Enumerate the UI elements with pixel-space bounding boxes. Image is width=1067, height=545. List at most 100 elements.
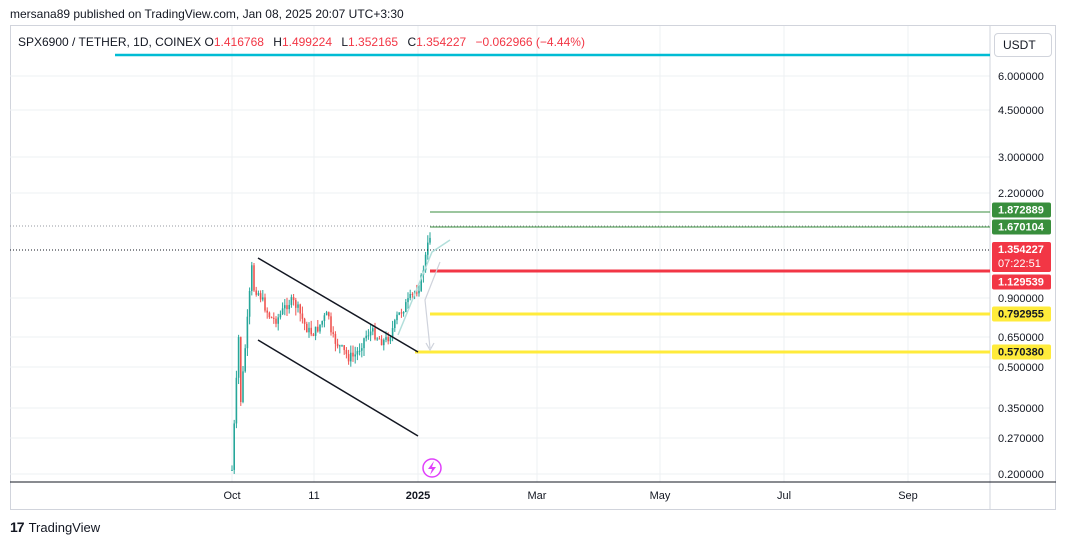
price-tick-label: 0.900000 xyxy=(998,293,1044,305)
price-tick-label: 0.650000 xyxy=(998,332,1044,344)
candle-body xyxy=(246,316,249,349)
low-value: 1.352165 xyxy=(348,35,399,49)
candle-body xyxy=(409,294,411,299)
candle-body xyxy=(242,371,244,402)
candle-body xyxy=(405,302,407,312)
candle-body xyxy=(387,337,389,342)
candle-body xyxy=(268,312,271,318)
candle-body xyxy=(270,317,273,319)
price-label-box xyxy=(992,219,1051,235)
candle-body xyxy=(416,292,418,294)
projection-down-path xyxy=(424,261,441,349)
chart-grid xyxy=(10,26,1056,510)
time-tick-label: Oct xyxy=(223,490,240,502)
price-label-box xyxy=(992,202,1051,218)
symbol-name: SPX6900 / TETHER, 1D, COINEX xyxy=(18,35,202,49)
candle-body xyxy=(325,312,328,316)
candle-body xyxy=(281,308,284,315)
candle-body xyxy=(341,345,343,347)
candle-body xyxy=(255,290,257,295)
price-tick-label: 0.350000 xyxy=(998,403,1044,415)
time-tick-label: 2025 xyxy=(406,490,430,502)
high-label: H xyxy=(273,35,282,49)
candle-body xyxy=(367,335,370,337)
price-label-text: 1.354227 xyxy=(998,244,1044,256)
drawings xyxy=(10,53,990,437)
candle-body xyxy=(394,320,396,329)
candle-body xyxy=(376,338,378,340)
projection-arrowhead xyxy=(425,342,435,352)
candle-body xyxy=(317,326,319,332)
price-label-box xyxy=(992,242,1051,272)
candle-body xyxy=(407,298,409,303)
projection-up-path xyxy=(397,239,451,336)
candle-body xyxy=(345,350,348,355)
candle-body xyxy=(424,254,427,271)
price-label-text: 1.872889 xyxy=(998,205,1044,217)
candle-body xyxy=(233,423,235,470)
candle-body xyxy=(336,343,339,347)
symbol-info-bar: SPX6900 / TETHER, 1D, COINEX O1.416768 H… xyxy=(18,35,585,49)
candle-body xyxy=(295,300,297,308)
price-label-box xyxy=(992,274,1051,290)
candle-body xyxy=(378,338,381,340)
candle-body xyxy=(308,327,310,333)
candle-body xyxy=(257,293,260,295)
open-label: O xyxy=(204,35,214,49)
price-tick-label: 3.000000 xyxy=(998,152,1044,164)
candle-body xyxy=(334,333,337,344)
candle-body xyxy=(365,335,367,339)
candle-body xyxy=(259,293,262,300)
candle-body xyxy=(350,352,352,362)
candle-body xyxy=(321,320,323,325)
candle-body xyxy=(429,237,431,243)
candle-body xyxy=(402,311,405,314)
tradingview-logo-icon: 17 xyxy=(10,519,25,535)
candle-body xyxy=(248,291,251,317)
candle-body xyxy=(266,310,268,313)
candle-body xyxy=(237,337,240,378)
candle-body xyxy=(347,354,350,362)
candle-body xyxy=(389,336,392,342)
candle-body xyxy=(396,314,398,321)
candle-body xyxy=(332,332,334,334)
price-label-text: 1.129539 xyxy=(998,277,1044,289)
candle-body xyxy=(253,265,255,291)
price-label-box xyxy=(992,306,1051,322)
high-value: 1.499224 xyxy=(281,35,333,49)
lightning-icon[interactable] xyxy=(422,458,442,478)
price-axis: 6.000000 4.500000 3.000000 2.200000 0.900000… xyxy=(998,71,1044,481)
price-tick-label: 6.000000 xyxy=(998,71,1044,83)
candle-body xyxy=(240,337,242,402)
candle-body xyxy=(420,274,422,291)
price-tick-label: 2.200000 xyxy=(998,188,1044,200)
candle-body xyxy=(277,317,279,324)
candle-body xyxy=(343,345,345,351)
candle-body xyxy=(301,313,304,319)
candles xyxy=(231,232,431,474)
candle-body xyxy=(400,312,403,314)
change-value: −0.062966 (−4.44%) xyxy=(475,35,585,49)
candle-body xyxy=(299,304,301,314)
candle-body xyxy=(312,334,315,336)
candle-body xyxy=(288,304,290,310)
candle-body xyxy=(339,345,341,347)
time-tick-label: Jul xyxy=(777,490,791,502)
published-info: mersana89 published on TradingView.com, … xyxy=(10,7,404,21)
candle-body xyxy=(411,294,414,296)
candle-body xyxy=(356,351,359,355)
close-value: 1.354227 xyxy=(416,35,467,49)
candle-body xyxy=(279,314,282,318)
time-tick-label: 11 xyxy=(308,490,319,502)
currency-button[interactable]: USDT xyxy=(994,33,1052,57)
footer: 17 TradingView xyxy=(10,519,100,535)
candle-body xyxy=(361,348,363,351)
price-label-text: 1.670104 xyxy=(998,222,1045,234)
candle-body xyxy=(330,316,332,333)
candle-body xyxy=(297,304,299,308)
price-label-box xyxy=(992,344,1051,360)
candle-body xyxy=(290,297,293,305)
low-label: L xyxy=(341,35,349,49)
candle-body xyxy=(363,338,365,349)
